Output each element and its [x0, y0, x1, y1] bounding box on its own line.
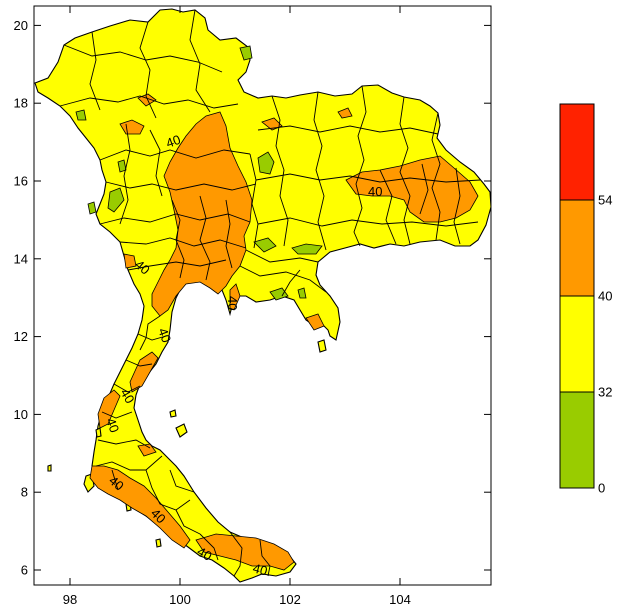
mainland-landmass [34, 8, 491, 583]
orange-trat [305, 313, 325, 331]
orange-west-patch [123, 253, 137, 269]
legend-label: 40 [598, 289, 612, 304]
map-area: 40 40 40 40 40 40 40 40 40 40 40 [34, 8, 491, 583]
x-tick-label: 102 [279, 592, 301, 607]
legend-colorbar: 0 32 40 54 [559, 103, 612, 496]
green-east-2 [297, 287, 307, 299]
green-nakhon-ratchasima [291, 243, 323, 255]
y-tick-label: 12 [14, 329, 28, 344]
orange-east-patch [261, 117, 283, 131]
legend-swatch [559, 199, 595, 297]
contour-label: 40 [164, 132, 183, 151]
orange-isthmus-2 [97, 389, 121, 429]
green-west-1 [87, 201, 97, 215]
orange-central-plain [151, 111, 253, 317]
green-tak-2 [117, 159, 127, 173]
y-axis: 6 8 10 12 14 16 18 20 [14, 18, 491, 578]
island-koh-chang [317, 339, 327, 353]
orange-chanthaburi [229, 283, 241, 311]
green-saraburi [253, 237, 277, 253]
island-koh-samui [175, 423, 188, 438]
contour-label: 40 [368, 184, 382, 199]
orange-andaman-coast [89, 465, 191, 549]
contour-label: 40 [155, 326, 174, 345]
contour-label: 40 [225, 296, 240, 310]
orange-regions [89, 93, 479, 571]
green-north-2 [75, 109, 87, 121]
x-tick-label: 98 [63, 592, 77, 607]
y-tick-label: 18 [14, 96, 28, 111]
green-tak-1 [107, 187, 125, 213]
island-andaman-4 [95, 427, 102, 438]
legend-swatch [559, 295, 595, 393]
green-phetchabun [257, 151, 275, 175]
island-andaman-3 [155, 538, 162, 548]
green-north-1 [239, 45, 253, 61]
orange-isthmus-1 [129, 351, 159, 393]
contour-label: 40 [103, 416, 122, 435]
x-tick-label: 104 [389, 592, 411, 607]
orange-chiang-rai [119, 119, 145, 135]
green-regions [75, 45, 323, 301]
contour-label: 40 [195, 544, 215, 564]
province-boundaries [59, 9, 481, 577]
legend-swatch [559, 103, 595, 201]
green-east-1 [269, 287, 289, 301]
orange-nst-patch [137, 443, 157, 457]
legend-swatch [559, 391, 595, 489]
y-tick-label: 20 [14, 18, 28, 33]
legend-label: 54 [598, 193, 612, 208]
y-tick-label: 6 [21, 563, 28, 578]
island-koh-phangan [169, 409, 177, 418]
y-tick-label: 16 [14, 174, 28, 189]
x-tick-label: 100 [169, 592, 191, 607]
x-axis: 98 100 102 104 [63, 6, 411, 607]
y-tick-label: 14 [14, 251, 28, 266]
legend-label: 32 [598, 385, 612, 400]
orange-ne-dot [337, 107, 353, 119]
contour-label: 40 [117, 386, 137, 406]
orange-pattani-coast [195, 533, 295, 571]
y-tick-label: 8 [21, 485, 28, 500]
land-yellow [34, 8, 491, 583]
y-tick-label: 10 [14, 407, 28, 422]
orange-northeast [345, 155, 479, 223]
map-frame [33, 5, 492, 586]
legend-label: 0 [598, 481, 605, 496]
island-andaman-1 [47, 464, 52, 472]
contour-label: 40 [251, 560, 269, 578]
